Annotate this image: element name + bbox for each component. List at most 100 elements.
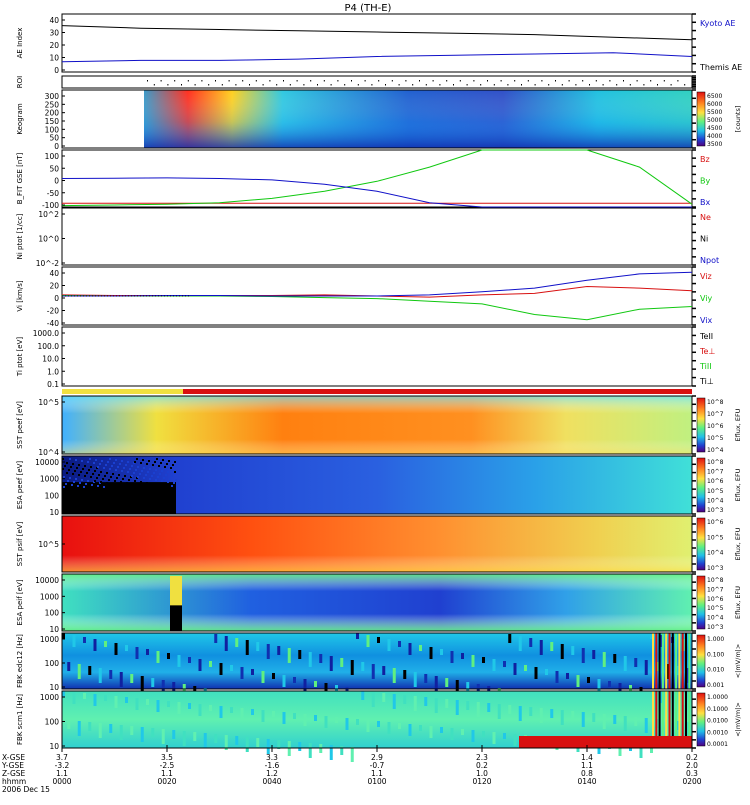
roi-mark <box>296 80 298 82</box>
fbk-cell <box>429 726 433 738</box>
fbk-cell <box>251 709 254 715</box>
fbk-cell <box>387 722 391 734</box>
fbk-cell <box>644 660 648 675</box>
fbk-cell <box>261 710 265 722</box>
y-tick-label: -40 <box>47 319 59 328</box>
y-axis-label: FBK scm1 [Hz] <box>16 694 24 745</box>
fbk-cell <box>282 675 286 687</box>
roi-mark <box>215 80 216 82</box>
fbk-cell <box>182 731 186 746</box>
fbk-cell <box>67 720 71 729</box>
fbk-cell <box>329 656 333 671</box>
roi-mark <box>643 84 645 86</box>
esa-speck <box>105 464 107 466</box>
colorbar-tick-label: 0.010 <box>707 667 724 674</box>
esa-speck <box>101 460 103 462</box>
fbk-cell <box>639 746 643 758</box>
esa-speck <box>159 473 161 475</box>
fbk-burst <box>688 691 691 748</box>
roi-mark <box>623 80 624 82</box>
roi-mark <box>684 84 686 86</box>
roi-mark <box>194 84 196 86</box>
fbk-burst <box>658 633 661 689</box>
esa-speck <box>104 475 106 477</box>
esa-speck <box>152 464 154 466</box>
roi-mark <box>289 84 291 86</box>
esa-speck <box>130 486 132 488</box>
fbk-burst <box>685 691 687 748</box>
fbk-cell <box>119 725 123 740</box>
fbk-cell <box>324 716 328 728</box>
esa-speck <box>136 458 138 460</box>
fbk-cell <box>151 728 155 737</box>
colorbar-tick-label: 6500 <box>707 93 722 100</box>
esa-speck <box>121 460 123 462</box>
y-tick-label: 10 <box>49 683 59 692</box>
esa-speck <box>143 477 145 479</box>
roi-mark <box>561 84 563 86</box>
fbk-cell <box>161 680 165 695</box>
x-tick-label: 1.2 <box>266 769 278 778</box>
fbk-cell <box>387 639 391 651</box>
panel-background <box>62 150 692 207</box>
colorbar-tick-label: 6000 <box>707 101 722 108</box>
roi-mark <box>385 84 386 86</box>
esa-speck <box>77 485 79 487</box>
esa-speck <box>78 474 80 476</box>
esa-speck <box>64 465 66 467</box>
x-row-label: Z-GSE <box>2 769 26 778</box>
esa-speck <box>71 484 73 486</box>
y-axis-label: ESA peif [eV] <box>16 579 24 625</box>
fbk-cell <box>235 736 239 745</box>
colorbar-label: Eflux, EFU <box>734 527 742 560</box>
esa-speck <box>139 473 141 475</box>
fbk-cell <box>461 653 464 659</box>
fbk-cell <box>461 729 464 735</box>
fbk-cell <box>398 641 401 647</box>
fbk-burst <box>678 691 681 748</box>
colorbar-tick-label: 10^5 <box>707 605 724 612</box>
esa-speck <box>151 475 153 477</box>
fbk-cell <box>245 640 249 655</box>
x-row-label: X-GSE <box>2 753 25 762</box>
esa-speck <box>83 486 85 488</box>
roi-mark <box>582 80 584 82</box>
esa-speck <box>76 467 78 469</box>
esa-speck <box>70 466 72 468</box>
y-axis-label: FBK edc12 [Hz] <box>16 634 24 688</box>
esa-speck <box>166 463 168 465</box>
fbk-cell <box>550 709 554 718</box>
series <box>61 25 693 321</box>
fbk-cell <box>382 693 386 702</box>
fbk-cell <box>230 707 233 713</box>
fbk-cell <box>382 666 386 675</box>
fbk-cell <box>277 646 281 655</box>
esa-speck <box>87 461 89 463</box>
fbk-cell <box>109 724 113 733</box>
fbk-cell <box>135 698 139 710</box>
x-row-label: 2006 Dec 15 <box>2 785 50 794</box>
page-title: P4 (TH-E) <box>345 3 392 14</box>
esa-speck <box>68 469 70 471</box>
fbk-burst <box>658 691 661 748</box>
fbk-cell <box>665 664 669 679</box>
esa-speck <box>84 465 86 467</box>
fbk-burst <box>668 633 671 689</box>
fbk-cell <box>308 743 312 758</box>
roi-mark <box>303 84 305 86</box>
fbk-cell <box>476 702 480 717</box>
colorbar-tick-label: 10^4 <box>707 550 724 557</box>
esa-speck <box>96 477 98 479</box>
esa-speck <box>164 466 166 468</box>
fbk-cell <box>634 717 638 726</box>
legend-entry: Ti⊥ <box>699 377 714 386</box>
roi-mark <box>459 80 461 82</box>
fbk-cell <box>161 729 165 744</box>
legend-entry: Bx <box>700 198 710 207</box>
esa-speck <box>119 463 121 465</box>
roi-mark <box>351 80 352 82</box>
fbk-cell <box>597 679 601 691</box>
fbk-cell <box>219 706 223 718</box>
fbk-cell <box>209 661 212 667</box>
fbk-cell <box>298 650 302 659</box>
